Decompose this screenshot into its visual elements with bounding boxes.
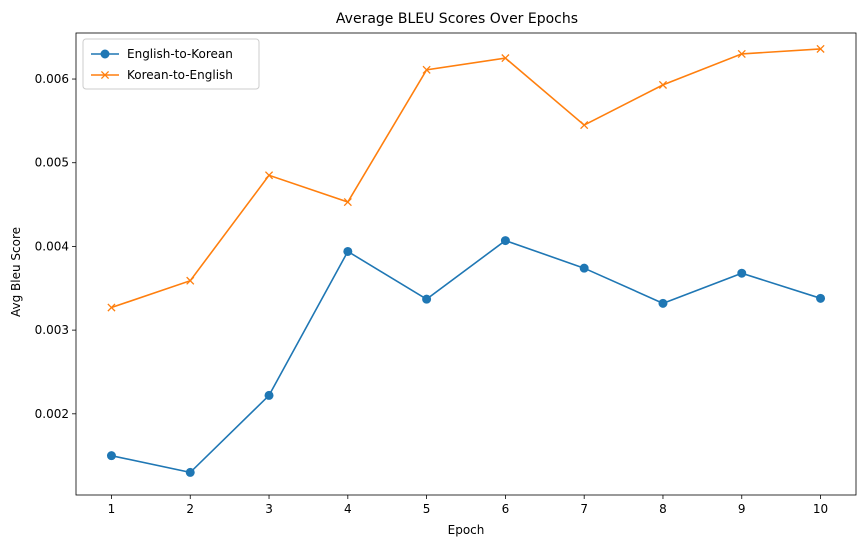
legend-marker-korean-to-english — [100, 70, 110, 80]
legend-label-korean-to-english: Korean-to-English — [127, 68, 233, 82]
english-to-korean-point — [422, 294, 432, 304]
korean-to-english-point — [580, 121, 589, 130]
english-to-korean-point — [343, 246, 353, 256]
english-to-korean-point — [185, 467, 195, 477]
y-tick-label: 0.006 — [35, 72, 69, 86]
english-to-korean-point — [737, 268, 747, 278]
english-to-korean-point — [500, 236, 510, 246]
x-tick-label: 6 — [502, 502, 510, 516]
axes-frame — [75, 32, 857, 496]
x-tick-label: 10 — [813, 502, 828, 516]
x-tick-label: 4 — [344, 502, 352, 516]
korean-to-english-series-line — [111, 48, 821, 309]
english-to-korean-point — [106, 451, 116, 461]
x-tick-label: 5 — [423, 502, 431, 516]
y-tick-label: 0.004 — [35, 239, 69, 253]
korean-to-english-point — [264, 171, 274, 180]
english-to-korean-point — [579, 263, 589, 273]
english-to-korean-series-line — [111, 239, 821, 474]
x-tick-label: 7 — [580, 502, 588, 516]
legend-box — [82, 38, 260, 90]
x-tick-label: 9 — [738, 502, 746, 516]
english-to-korean-point — [658, 298, 668, 308]
y-tick-label: 0.002 — [35, 407, 69, 421]
korean-to-english-point — [816, 44, 825, 53]
plot-area: 1 2 3 4 5 6 7 8 9 10 0.002 0.003 0.004 0.005 0.006 — [35, 32, 857, 516]
x-tick-label: 8 — [659, 502, 667, 516]
legend-marker-english-to-korean — [100, 49, 110, 59]
x-tick-label: 1 — [108, 502, 116, 516]
chart-title: Average BLEU Scores Over Epochs — [336, 11, 578, 27]
legend-label-english-to-korean: English-to-Korean — [127, 47, 233, 61]
english-to-korean-point — [264, 390, 274, 400]
legend: English-to-Korean Korean-to-English — [82, 38, 260, 90]
x-tick-label: 2 — [186, 502, 194, 516]
korean-to-english-point — [422, 65, 431, 74]
y-axis-label: Avg Bleu Score — [9, 227, 23, 317]
korean-to-english-point — [501, 54, 510, 63]
x-axis-label: Epoch — [448, 523, 485, 537]
english-to-korean-point — [816, 293, 826, 303]
y-tick-label: 0.003 — [35, 323, 69, 337]
korean-to-english-point — [737, 49, 746, 58]
x-tick-label: 3 — [265, 502, 273, 516]
korean-to-english-point — [186, 276, 195, 285]
korean-to-english-point — [107, 303, 116, 312]
korean-to-english-point — [343, 198, 352, 207]
korean-to-english-point — [658, 80, 668, 89]
y-tick-label: 0.005 — [35, 156, 69, 170]
